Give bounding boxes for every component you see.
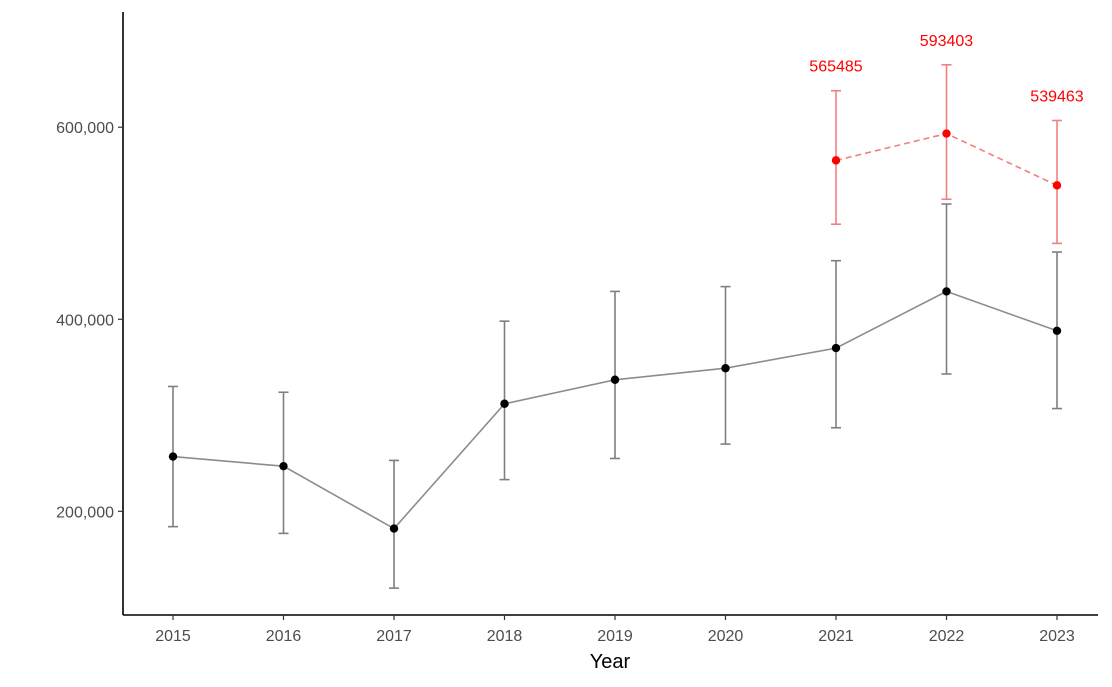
x-tick-label: 2017	[376, 628, 412, 645]
x-tick-label: 2019	[597, 628, 633, 645]
x-tick-label: 2021	[818, 628, 854, 645]
data-point	[1052, 326, 1062, 335]
data-point	[831, 156, 841, 165]
data-label: 593403	[920, 33, 973, 50]
data-point	[500, 399, 509, 408]
data-point	[831, 343, 841, 353]
data-point	[610, 375, 620, 384]
error-bar	[610, 290, 620, 460]
data-point	[942, 129, 951, 138]
x-axis-title: Year	[590, 651, 631, 673]
data-point	[168, 452, 178, 461]
data-point	[279, 461, 288, 471]
x-tick-label: 2015	[155, 628, 191, 645]
plot-area: 565485 593403 539463	[168, 33, 1084, 589]
data-point	[721, 364, 730, 373]
x-tick-label: 2016	[266, 628, 302, 645]
series-2: 565485 593403 539463	[809, 33, 1084, 245]
x-tick-label: 2023	[1039, 628, 1075, 645]
data-label: 565485	[809, 59, 862, 76]
data-label: 539463	[1030, 89, 1083, 106]
data-point	[1052, 181, 1062, 190]
y-tick-label: 600,000	[56, 120, 114, 137]
x-tick-label: 2020	[708, 628, 744, 645]
y-tick-label: 400,000	[56, 312, 114, 329]
data-point	[942, 287, 951, 296]
x-tick-label: 2018	[487, 628, 523, 645]
y-axis-ticks: 200,000 400,000 600,000	[56, 120, 123, 521]
x-axis-ticks: 2015 2016 2017 2018 2019 2020 2021 2022 2023	[155, 615, 1075, 645]
y-tick-label: 200,000	[56, 504, 114, 521]
error-bar	[389, 459, 399, 589]
x-tick-label: 2022	[929, 628, 965, 645]
data-point	[389, 524, 399, 533]
series-1	[168, 203, 1062, 589]
